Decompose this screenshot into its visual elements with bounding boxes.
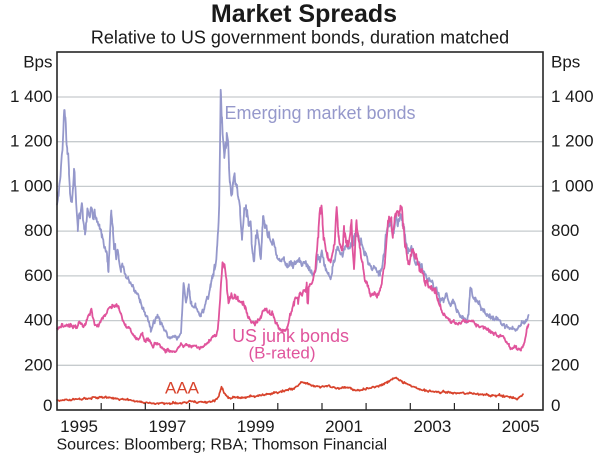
svg-text:200: 200 <box>551 355 579 374</box>
svg-text:Market Spreads: Market Spreads <box>211 0 397 28</box>
svg-text:800: 800 <box>551 221 579 240</box>
svg-text:0: 0 <box>551 396 560 415</box>
svg-text:AAA: AAA <box>165 379 200 398</box>
svg-text:1 400: 1 400 <box>10 87 53 106</box>
svg-text:600: 600 <box>24 266 52 285</box>
svg-text:Relative to US government bond: Relative to US government bonds, duratio… <box>91 28 509 48</box>
svg-text:800: 800 <box>24 221 52 240</box>
svg-text:1 400: 1 400 <box>551 87 594 106</box>
svg-text:Sources: Bloomberg; RBA; Thoms: Sources: Bloomberg; RBA; Thomson Financi… <box>57 437 388 454</box>
svg-text:1 200: 1 200 <box>551 132 594 151</box>
svg-text:1 000: 1 000 <box>551 176 594 195</box>
svg-text:0: 0 <box>43 396 52 415</box>
svg-text:(B-rated): (B-rated) <box>248 344 315 363</box>
svg-text:1999: 1999 <box>237 417 275 436</box>
svg-text:2005: 2005 <box>502 417 540 436</box>
svg-text:1 000: 1 000 <box>10 176 53 195</box>
svg-text:200: 200 <box>24 355 52 374</box>
svg-text:1 200: 1 200 <box>10 132 53 151</box>
svg-text:1997: 1997 <box>148 417 186 436</box>
svg-text:400: 400 <box>551 311 579 330</box>
svg-text:Bps: Bps <box>23 53 52 72</box>
svg-text:1995: 1995 <box>60 417 98 436</box>
svg-text:Emerging market bonds: Emerging market bonds <box>224 103 415 123</box>
svg-text:Bps: Bps <box>551 53 580 72</box>
svg-text:600: 600 <box>551 266 579 285</box>
svg-text:400: 400 <box>24 311 52 330</box>
svg-text:US junk bonds: US junk bonds <box>232 326 349 346</box>
svg-text:2003: 2003 <box>413 417 451 436</box>
svg-text:2001: 2001 <box>325 417 363 436</box>
